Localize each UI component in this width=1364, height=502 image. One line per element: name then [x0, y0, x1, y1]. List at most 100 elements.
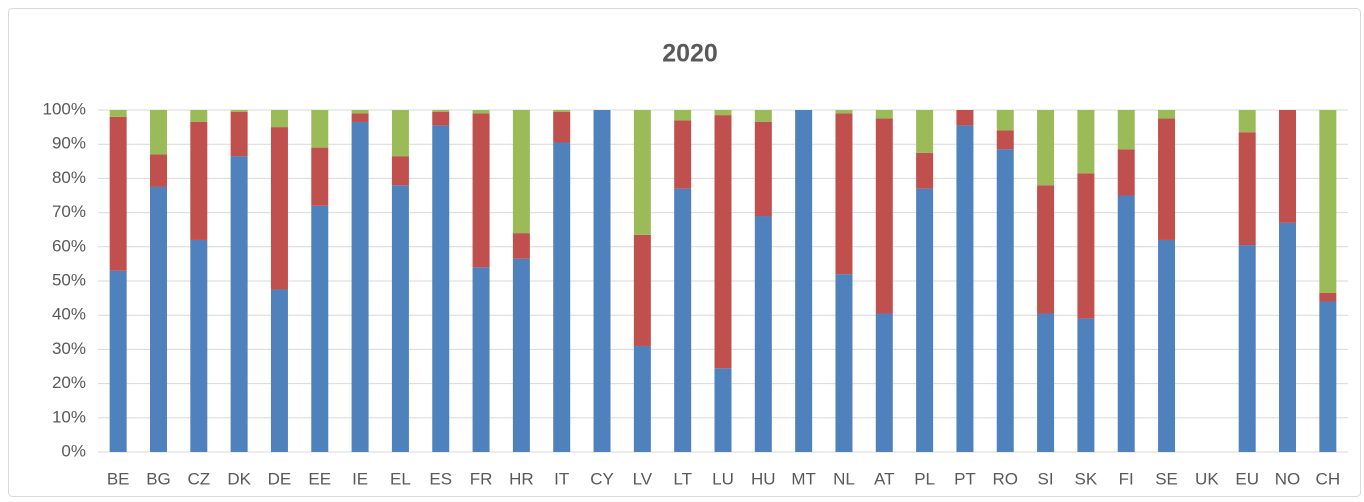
- bar-segment: [1279, 222, 1297, 452]
- x-tick-label: ES: [429, 469, 452, 488]
- bar-segment: [351, 121, 369, 452]
- bar-segment: [311, 147, 329, 206]
- y-tick-label: 80%: [52, 168, 86, 187]
- bar-segment: [432, 111, 450, 126]
- bar-segment: [432, 125, 450, 452]
- bar-segment: [190, 110, 208, 122]
- x-tick-label: EU: [1235, 469, 1259, 488]
- bar-segment: [351, 110, 369, 114]
- bar-segment: [674, 110, 692, 121]
- bar-segment: [633, 110, 651, 235]
- x-tick-label: DK: [227, 469, 251, 488]
- bar-segment: [1279, 110, 1297, 223]
- y-tick-label: 50%: [52, 270, 86, 289]
- bar-segment: [472, 110, 490, 114]
- x-tick-label: DE: [268, 469, 292, 488]
- bar-segment: [633, 345, 651, 452]
- y-tick-label: 20%: [52, 373, 86, 392]
- bar-segment: [875, 110, 893, 119]
- bar-segment: [1037, 110, 1055, 186]
- x-tick-label: CH: [1316, 469, 1341, 488]
- bar-segment: [553, 110, 571, 112]
- bar-segment: [875, 313, 893, 452]
- bar-segment: [1319, 110, 1337, 293]
- bar-segment: [714, 115, 732, 369]
- bar-segment: [875, 118, 893, 314]
- bar-segment: [230, 156, 248, 453]
- bar-segment: [109, 270, 127, 452]
- x-tick-label: PT: [954, 469, 976, 488]
- bar-segment: [270, 110, 288, 128]
- bar-segment: [714, 368, 732, 452]
- y-tick-label: 30%: [52, 339, 86, 358]
- bar-segment: [996, 149, 1014, 452]
- bar-segment: [633, 234, 651, 346]
- bar-segment: [311, 205, 329, 452]
- bar-segment: [190, 239, 208, 452]
- bar-segment: [270, 127, 288, 290]
- bar-segment: [391, 185, 409, 453]
- bar-segment: [674, 120, 692, 189]
- bar-segment: [1037, 313, 1055, 452]
- x-tick-label: MT: [791, 469, 816, 488]
- bar-segment: [553, 142, 571, 453]
- bar-segment: [1158, 110, 1176, 119]
- bar-segment: [149, 154, 167, 187]
- x-tick-label: SI: [1038, 469, 1054, 488]
- bar-segment: [1158, 118, 1176, 240]
- bar-segment: [270, 289, 288, 452]
- bar-segment: [956, 125, 974, 452]
- x-tick-label: SK: [1075, 469, 1098, 488]
- bar-segment: [795, 110, 813, 452]
- bar-segment: [714, 110, 732, 116]
- bar-segment: [1077, 318, 1095, 452]
- bar-segment: [916, 188, 934, 452]
- bar-segment: [230, 111, 248, 157]
- bar-segment: [472, 267, 490, 452]
- bar-segment: [1319, 301, 1337, 452]
- bar-segment: [149, 110, 167, 155]
- x-tick-label: CY: [590, 469, 614, 488]
- bar-segment: [109, 116, 127, 271]
- bar-segment: [1238, 245, 1256, 452]
- bar-segment: [1117, 110, 1135, 150]
- bar-segment: [1238, 110, 1256, 133]
- x-tick-label: IT: [554, 469, 569, 488]
- bar-segment: [512, 233, 530, 259]
- bar-segment: [956, 110, 974, 126]
- bar-segment: [1077, 173, 1095, 319]
- x-tick-label: AT: [874, 469, 894, 488]
- bar-segment: [835, 113, 853, 275]
- x-tick-label: HU: [751, 469, 776, 488]
- y-tick-label: 0%: [61, 441, 86, 460]
- x-tick-label: EE: [308, 469, 331, 488]
- bar-segment: [432, 110, 450, 112]
- x-tick-label: CZ: [187, 469, 210, 488]
- y-tick-label: 40%: [52, 305, 86, 324]
- bar-segment: [190, 121, 208, 240]
- bar-segment: [1037, 185, 1055, 314]
- y-tick-label: 90%: [52, 134, 86, 153]
- x-tick-label: IE: [352, 469, 368, 488]
- bar-segment: [1158, 239, 1176, 452]
- chart-title: 2020: [662, 40, 718, 68]
- x-tick-label: BG: [146, 469, 171, 488]
- x-tick-label: BE: [107, 469, 130, 488]
- x-tick-label: EL: [390, 469, 411, 488]
- bar-segment: [1319, 292, 1337, 302]
- bar-segment: [835, 274, 853, 452]
- bar-segment: [996, 110, 1014, 131]
- x-tick-label: RO: [993, 469, 1019, 488]
- x-tick-label: HR: [509, 469, 534, 488]
- bar-segment: [1117, 149, 1135, 196]
- bar-segment: [835, 110, 853, 114]
- y-tick-label: 60%: [52, 236, 86, 255]
- bar-segment: [754, 216, 772, 452]
- bar-segment: [916, 152, 934, 189]
- bar-segment: [109, 110, 127, 117]
- bar-segment: [391, 110, 409, 157]
- bar-segment: [1117, 195, 1135, 452]
- y-tick-label: 10%: [52, 407, 86, 426]
- bar-segment: [1077, 110, 1095, 174]
